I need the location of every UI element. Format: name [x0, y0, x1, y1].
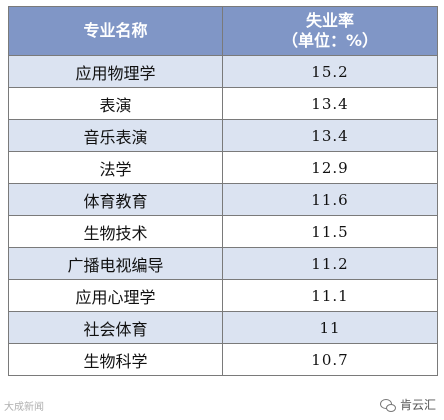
header-rate-title: 失业率 — [305, 11, 354, 30]
table-row: 表演 13.4 — [8, 87, 438, 120]
footer-watermarks: 大成新闻 肯云汇 — [0, 392, 444, 420]
major-cell: 生物技术 — [8, 215, 223, 248]
wechat-chat-icon — [379, 398, 396, 412]
table-row: 音乐表演 13.4 — [8, 119, 438, 152]
table-row: 广播电视编导 11.2 — [8, 247, 438, 280]
table-row: 体育教育 11.6 — [8, 183, 438, 216]
table-row: 生物科学 10.7 — [8, 343, 438, 376]
rate-cell: 12.9 — [222, 151, 438, 184]
major-cell: 社会体育 — [8, 311, 223, 344]
table-row: 生物技术 11.5 — [8, 215, 438, 248]
rate-cell: 11.6 — [222, 183, 438, 216]
rate-cell: 11 — [222, 311, 438, 344]
unemployment-table: 专业名称 失业率 （单位：%） 应用物理学 15.2 表演 13.4 音乐表演 … — [8, 6, 438, 376]
rate-cell: 11.1 — [222, 279, 438, 312]
unemployment-table-container: 专业名称 失业率 （单位：%） 应用物理学 15.2 表演 13.4 音乐表演 … — [8, 6, 438, 376]
table-row: 法学 12.9 — [8, 151, 438, 184]
major-cell: 广播电视编导 — [8, 247, 223, 280]
rate-cell: 10.7 — [222, 343, 438, 376]
header-rate-unit: （单位：%） — [281, 31, 379, 50]
table-header: 专业名称 失业率 （单位：%） — [8, 6, 438, 56]
major-cell: 生物科学 — [8, 343, 223, 376]
table-row: 应用物理学 15.2 — [8, 55, 438, 88]
rate-cell: 13.4 — [222, 87, 438, 120]
major-cell: 法学 — [8, 151, 223, 184]
major-cell: 应用物理学 — [8, 55, 223, 88]
major-cell: 表演 — [8, 87, 223, 120]
major-cell: 应用心理学 — [8, 279, 223, 312]
header-row: 专业名称 失业率 （单位：%） — [8, 6, 438, 56]
table-row: 应用心理学 11.1 — [8, 279, 438, 312]
rate-cell: 11.2 — [222, 247, 438, 280]
watermark-right: 肯云汇 — [379, 396, 436, 413]
watermark-right-label: 肯云汇 — [399, 398, 436, 412]
rate-cell: 13.4 — [222, 119, 438, 152]
table-body: 应用物理学 15.2 表演 13.4 音乐表演 13.4 法学 12.9 体育教… — [8, 55, 438, 376]
rate-cell: 15.2 — [222, 55, 438, 88]
watermark-left: 大成新闻 — [4, 402, 44, 413]
header-major-name: 专业名称 — [8, 6, 223, 56]
rate-cell: 11.5 — [222, 215, 438, 248]
major-cell: 音乐表演 — [8, 119, 223, 152]
header-unemployment-rate: 失业率 （单位：%） — [222, 6, 438, 56]
table-row: 社会体育 11 — [8, 311, 438, 344]
major-cell: 体育教育 — [8, 183, 223, 216]
